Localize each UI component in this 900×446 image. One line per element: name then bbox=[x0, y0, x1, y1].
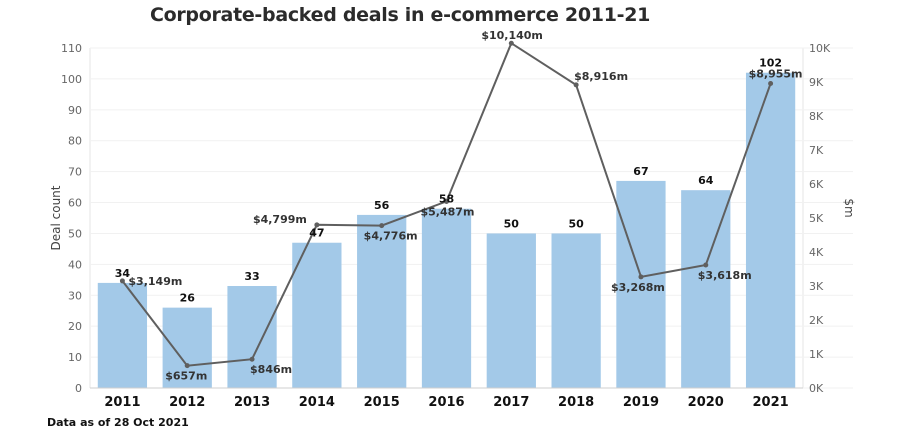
y-right-tick-label: 7K bbox=[809, 144, 824, 157]
bar bbox=[227, 286, 277, 388]
line-value-label: $3,149m bbox=[128, 275, 182, 288]
line-value-label: $5,487m bbox=[421, 205, 475, 218]
bar bbox=[357, 214, 407, 388]
bar bbox=[745, 72, 796, 389]
bar bbox=[681, 190, 731, 388]
y-right-tick-label: 2K bbox=[809, 314, 824, 327]
bar-value-label: 34 bbox=[115, 267, 131, 280]
line-point bbox=[249, 356, 255, 362]
y-left-tick-label: 70 bbox=[68, 166, 82, 179]
line-point bbox=[379, 223, 385, 229]
x-tick-label: 2016 bbox=[428, 395, 464, 410]
y-left-tick-label: 0 bbox=[75, 382, 82, 395]
y-right-tick-label: 8K bbox=[809, 110, 824, 123]
bar-value-label: 102 bbox=[759, 57, 782, 70]
line-point bbox=[444, 198, 449, 204]
y-left-tick-label: 100 bbox=[61, 73, 82, 86]
x-tick-label: 2021 bbox=[752, 395, 788, 410]
x-tick-label: 2018 bbox=[558, 395, 594, 410]
line-value-label: $657m bbox=[165, 370, 207, 383]
bar-value-label: 26 bbox=[180, 292, 196, 305]
bar bbox=[421, 208, 472, 388]
x-tick-label: 2020 bbox=[688, 395, 724, 410]
bar bbox=[551, 233, 601, 388]
x-tick-label: 2017 bbox=[493, 395, 529, 410]
bar bbox=[292, 242, 342, 388]
bar bbox=[162, 307, 212, 388]
line-value-label: $8,916m bbox=[574, 70, 628, 83]
y-left-tick-label: 90 bbox=[68, 104, 82, 117]
x-tick-label: 2013 bbox=[234, 395, 270, 410]
y-right-tick-label: 3K bbox=[809, 280, 824, 293]
line-point bbox=[573, 82, 579, 88]
bar-value-label: 67 bbox=[633, 165, 648, 178]
y-left-tick-label: 30 bbox=[68, 289, 82, 302]
x-tick-label: 2014 bbox=[299, 395, 335, 410]
line-value-label: $846m bbox=[250, 363, 292, 376]
bar-value-label: 50 bbox=[568, 217, 584, 230]
line-point bbox=[703, 262, 709, 268]
y-left-axis-title: Deal count bbox=[49, 185, 63, 250]
y-right-tick-label: 6K bbox=[809, 178, 824, 191]
bar-value-label: 33 bbox=[244, 270, 259, 283]
bar bbox=[97, 282, 148, 388]
y-right-axis-title: $m bbox=[842, 198, 856, 217]
y-left-tick-label: 60 bbox=[68, 197, 82, 210]
line-value-label: $3,268m bbox=[611, 281, 665, 294]
line-value-label: $10,140m bbox=[481, 29, 543, 42]
y-right-tick-label: 10K bbox=[809, 42, 831, 55]
bar bbox=[616, 180, 666, 388]
y-right-tick-label: 4K bbox=[809, 246, 824, 259]
bar bbox=[486, 233, 536, 388]
y-right-tick-label: 5K bbox=[809, 212, 824, 225]
y-left-tick-label: 20 bbox=[68, 320, 82, 333]
line-value-label: $4,776m bbox=[364, 230, 418, 243]
chart-title: Corporate-backed deals in e-commerce 201… bbox=[149, 4, 651, 26]
data-labels: 34 26 33 47 56 58 50 50 67 64 102 $3,149m $657m $846m… bbox=[115, 29, 803, 382]
line-point bbox=[768, 81, 774, 87]
bar-series bbox=[97, 72, 796, 389]
line-value-label: $3,618m bbox=[698, 269, 752, 282]
x-tick-label: 2019 bbox=[623, 395, 659, 410]
line-point bbox=[638, 274, 644, 280]
line-value-label: $4,799m bbox=[253, 213, 307, 226]
line-point bbox=[184, 363, 190, 369]
bar-value-label: 50 bbox=[504, 217, 520, 230]
line-point bbox=[119, 278, 125, 284]
bar-value-label: 56 bbox=[374, 199, 390, 212]
y-left-tick-label: 40 bbox=[68, 258, 82, 271]
y-left-tick-label: 10 bbox=[68, 351, 82, 364]
line-point bbox=[314, 222, 320, 228]
x-tick-label: 2012 bbox=[169, 395, 205, 410]
y-right-tick-label: 1K bbox=[809, 348, 824, 361]
line-value-label: $8,955m bbox=[749, 68, 803, 81]
axes: 0 10 20 30 40 50 60 70 80 90 100 110 0K 1K 2K 3K 4K 5K 6K 7… bbox=[49, 42, 856, 410]
y-left-tick-label: 50 bbox=[68, 227, 82, 240]
bar-value-label: 58 bbox=[439, 193, 454, 206]
x-tick-label: 2015 bbox=[364, 395, 400, 410]
x-tick-label: 2011 bbox=[104, 395, 140, 410]
y-right-tick-label: 0K bbox=[809, 382, 824, 395]
data-date-note: Data as of 28 Oct 2021 bbox=[47, 416, 189, 429]
line-point bbox=[508, 40, 514, 46]
y-left-tick-label: 110 bbox=[61, 42, 82, 55]
y-left-tick-label: 80 bbox=[68, 135, 82, 148]
y-right-tick-label: 9K bbox=[809, 76, 824, 89]
line-series bbox=[119, 40, 774, 369]
bar-value-label: 64 bbox=[698, 174, 714, 187]
bar-value-label: 47 bbox=[309, 227, 324, 240]
